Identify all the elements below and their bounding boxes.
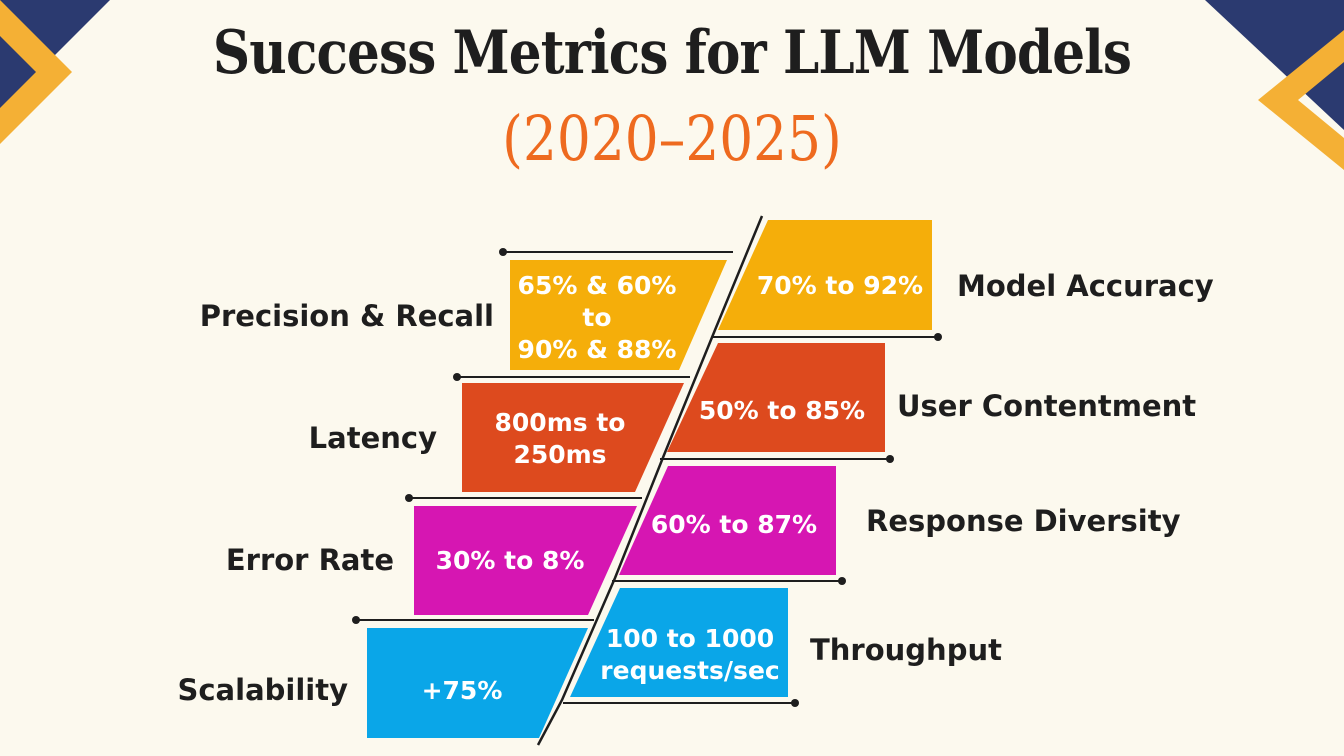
right-connector-dot [934,333,942,341]
left-metric-block [367,628,588,738]
page-title: Success Metrics for LLM Models [212,18,1132,88]
right-metric-label: Throughput [810,633,1002,667]
left-metric-value: 250ms [513,440,606,469]
corner-gold-right [1258,30,1344,170]
left-metric-label: Error Rate [225,543,394,577]
left-connector-dot [352,616,360,624]
right-metric-block [718,220,932,330]
right-metric-value: 60% to 87% [651,510,817,539]
right-metric-value: 50% to 85% [699,396,865,425]
right-metric-label: Response Diversity [866,504,1181,538]
left-metric-value: 30% to 8% [436,546,585,575]
left-metric-label: Precision & Recall [199,299,494,333]
left-metric-value: 65% & 60% [518,271,677,300]
right-connector-dot [791,699,799,707]
left-metric-value: to [582,303,611,332]
page-subtitle: (2020–2025) [502,102,842,175]
left-connector-dot [405,494,413,502]
right-metric-value: requests/sec [600,656,779,685]
corner-gold-left [0,0,72,144]
left-connector-dot [499,248,507,256]
diagonal-divider [536,215,764,746]
right-metric-block [619,466,836,575]
right-metric-label: Model Accuracy [957,269,1214,303]
left-metric-label: Scalability [177,673,348,707]
left-metric-label: Latency [308,421,437,455]
left-metric-block [414,506,637,615]
right-metric-value: 70% to 92% [757,271,923,300]
left-metric-value: 90% & 88% [518,335,677,364]
right-metric-value: 100 to 1000 [606,624,774,653]
left-connector-dot [453,373,461,381]
left-metric-value: +75% [422,676,503,705]
right-metric-block [570,588,788,697]
corner-navy-right [1205,0,1344,130]
left-metric-block [510,260,727,370]
right-connector-dot [838,577,846,585]
left-metric-block [462,383,684,492]
left-metric-value: 800ms to [495,408,626,437]
right-metric-block [667,343,885,452]
right-metric-label: User Contentment [897,389,1197,423]
right-connector-dot [886,455,894,463]
